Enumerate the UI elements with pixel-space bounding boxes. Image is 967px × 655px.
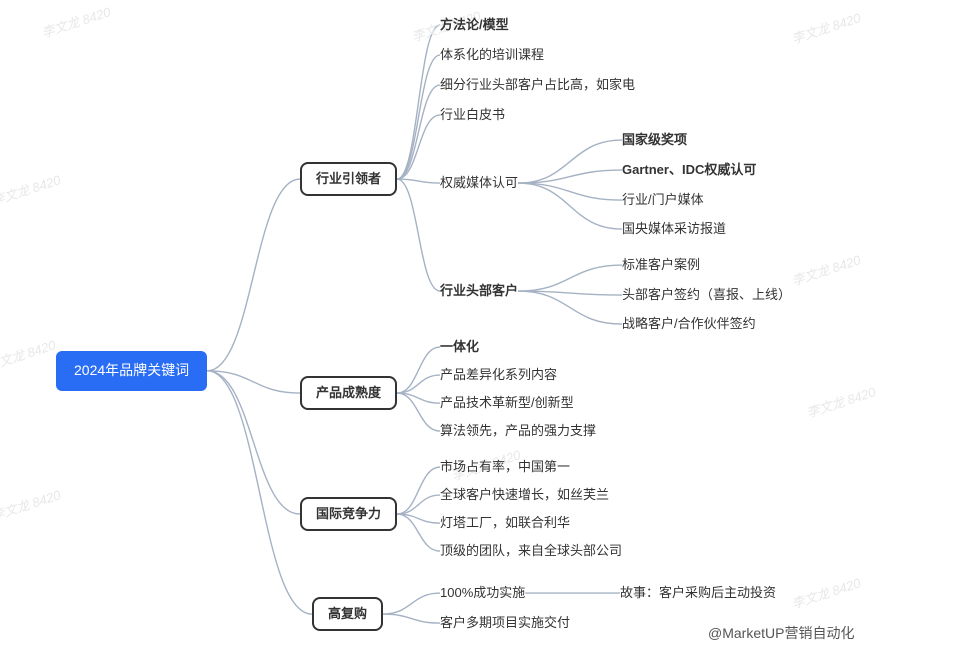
leaf-node: 行业白皮书: [440, 106, 505, 124]
leaf-node: 顶级的团队，来自全球头部公司: [440, 542, 622, 560]
watermark: 李文龙 8420: [804, 381, 878, 421]
branch-node[interactable]: 国际竞争力: [300, 497, 397, 531]
leaf-node: 产品技术革新型/创新型: [440, 394, 574, 412]
leaf-node: 国家级奖项: [622, 131, 687, 149]
leaf-node: 产品差异化系列内容: [440, 366, 557, 384]
sub-branch-node[interactable]: 行业头部客户: [440, 282, 518, 300]
leaf-node: 行业/门户媒体: [622, 191, 704, 209]
watermark: 李文龙 8420: [0, 484, 63, 524]
leaf-node: 方法论/模型: [440, 16, 509, 34]
branch-node[interactable]: 高复购: [312, 597, 383, 631]
leaf-node: 全球客户快速增长，如丝芙兰: [440, 486, 609, 504]
watermark: 李文龙 8420: [39, 1, 113, 41]
branch-node[interactable]: 行业引领者: [300, 162, 397, 196]
watermark: 李文龙 8420: [0, 169, 63, 209]
watermark: 李文龙 8420: [789, 7, 863, 47]
leaf-node: 客户多期项目实施交付: [440, 614, 570, 632]
leaf-node: Gartner、IDC权威认可: [622, 161, 756, 179]
leaf-node: 灯塔工厂，如联合利华: [440, 514, 570, 532]
watermark: 李文龙 8420: [789, 249, 863, 289]
leaf-node: 国央媒体采访报道: [622, 220, 726, 238]
leaf-node: 体系化的培训课程: [440, 46, 544, 64]
branch-node[interactable]: 产品成熟度: [300, 376, 397, 410]
leaf-node: 细分行业头部客户占比高，如家电: [440, 76, 635, 94]
watermark: 李文龙 8420: [0, 334, 58, 374]
leaf-node: 一体化: [440, 338, 479, 356]
root-node[interactable]: 2024年品牌关键词: [56, 351, 207, 391]
leaf-node: 战略客户/合作伙伴签约: [622, 315, 756, 333]
leaf-node: 算法领先，产品的强力支撑: [440, 422, 596, 440]
watermark: 李文龙 8420: [789, 572, 863, 612]
sub-branch-node[interactable]: 权威媒体认可: [440, 174, 518, 192]
leaf-node: 故事：客户采购后主动投资: [620, 584, 776, 602]
leaf-node: 市场占有率，中国第一: [440, 458, 570, 476]
leaf-node: 标准客户案例: [622, 256, 700, 274]
sub-branch-node[interactable]: 100%成功实施: [440, 584, 525, 602]
leaf-node: 头部客户签约（喜报、上线）: [622, 286, 791, 304]
signoff-text: @MarketUP营销自动化: [708, 623, 854, 643]
